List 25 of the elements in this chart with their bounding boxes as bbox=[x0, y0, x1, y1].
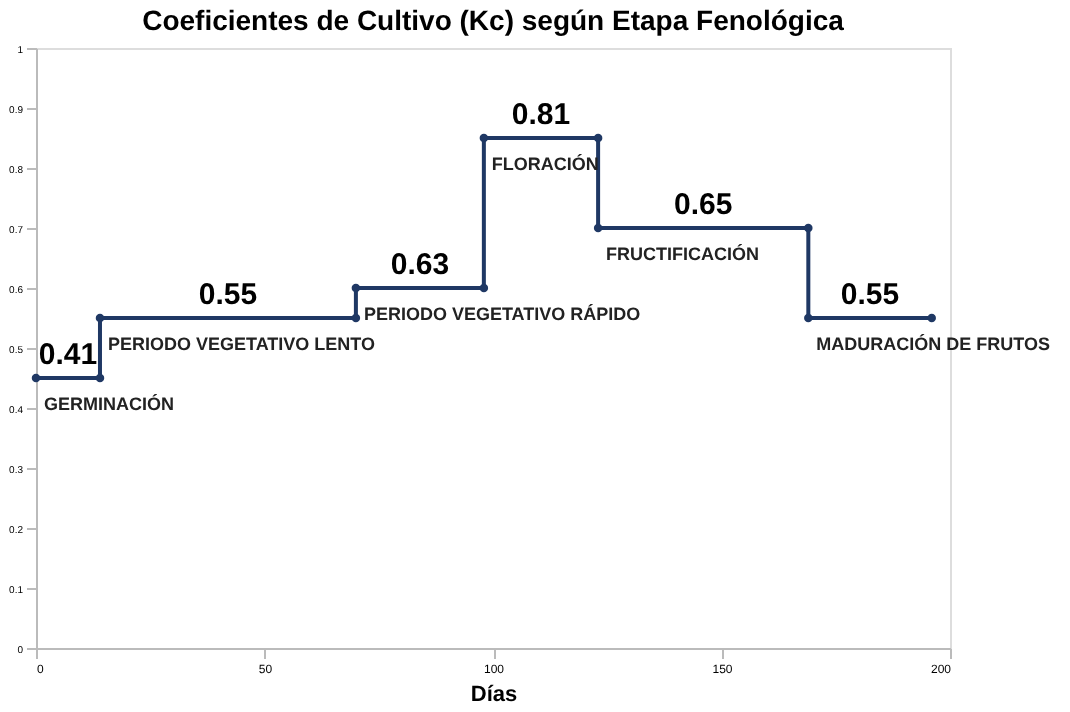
point bbox=[31, 373, 41, 383]
point bbox=[95, 313, 105, 323]
point bbox=[804, 313, 813, 323]
point bbox=[593, 223, 603, 233]
annotation: MADURACIÓN DE FRUTOS bbox=[816, 334, 1051, 354]
annotation: 0.65 bbox=[674, 188, 733, 222]
annotation: 0.41 bbox=[38, 338, 98, 372]
point bbox=[593, 133, 603, 143]
point bbox=[95, 373, 105, 383]
point bbox=[804, 223, 813, 233]
annotation: PERIODO VEGETATIVO RÁPIDO bbox=[363, 304, 641, 324]
annotation: 0.63 bbox=[390, 248, 450, 282]
point bbox=[479, 133, 489, 143]
annotation: PERIODO VEGETATIVO LENTO bbox=[107, 334, 376, 354]
annotation: 0.81 bbox=[511, 98, 571, 132]
annotation: FRUCTIFICACIÓN bbox=[606, 244, 760, 264]
point bbox=[479, 283, 489, 293]
point bbox=[927, 313, 936, 323]
x-axis-title: Días bbox=[470, 683, 518, 707]
annotation: 0.55 bbox=[840, 278, 900, 312]
chart-title: Coeficientes de Cultivo (Kc) según Etapa Fenológica bbox=[142, 4, 845, 36]
annotation: GERMINACIÓN bbox=[44, 394, 174, 414]
point bbox=[351, 313, 361, 323]
point bbox=[351, 283, 361, 293]
annotation: 0.55 bbox=[198, 278, 258, 312]
